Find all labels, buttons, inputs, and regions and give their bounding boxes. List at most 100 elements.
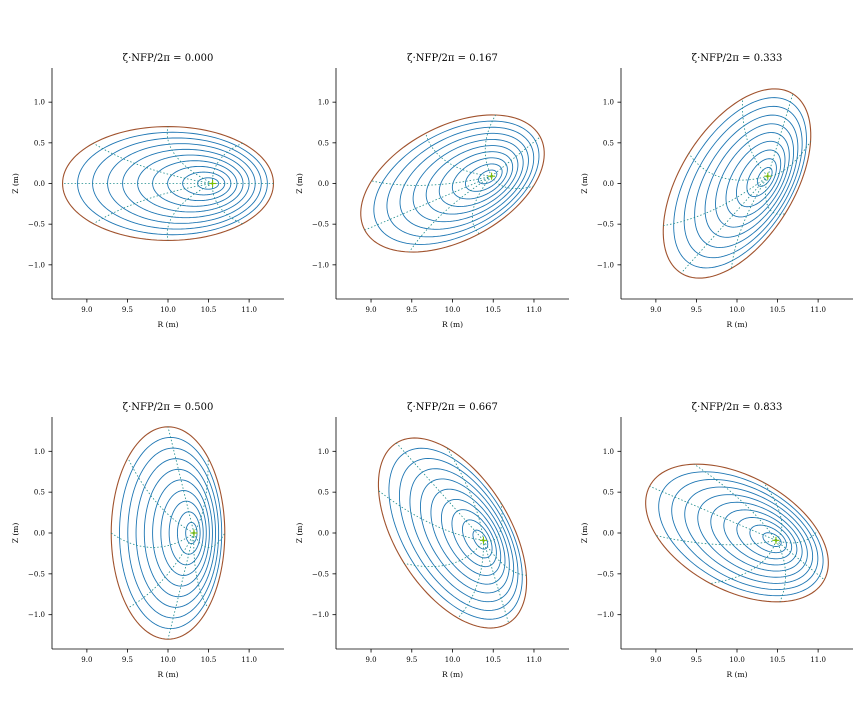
poloidal-line <box>710 540 777 584</box>
x-tick-label: 11.0 <box>241 306 257 314</box>
y-tick-label: 0.5 <box>318 489 329 497</box>
panel-title: ζ·NFP/2π = 0.667 <box>407 402 498 413</box>
poloidal-line <box>446 447 484 541</box>
flux-surface <box>386 126 535 238</box>
y-axis-label: Z (m) <box>295 173 304 194</box>
poloidal-line <box>127 532 195 609</box>
poloidal-line <box>110 532 195 548</box>
poloidal-line <box>404 540 484 568</box>
x-tick-label: 9.0 <box>365 306 376 314</box>
x-tick-label: 10.5 <box>485 306 501 314</box>
y-tick-label: 1.0 <box>318 99 329 107</box>
panel-title: ζ·NFP/2π = 0.333 <box>692 53 783 64</box>
boundary-surface <box>61 126 275 241</box>
y-tick-label: 0.5 <box>603 139 614 147</box>
flux-surface <box>762 532 782 547</box>
y-tick-label: 0.0 <box>318 180 329 188</box>
panel-4: ζ·NFP/2π = 0.667 9.0 9.5 10.0 10.5 11.0 −1.0 −… <box>295 402 569 679</box>
flux-surface <box>430 488 506 585</box>
poloidal-line <box>767 141 811 177</box>
flux-surface <box>373 120 540 245</box>
flux-surface <box>694 114 799 248</box>
panel-title: ζ·NFP/2π = 0.167 <box>407 53 498 64</box>
panel-title: ζ·NFP/2π = 0.000 <box>123 53 214 64</box>
panel-3: ζ·NFP/2π = 0.500 9.0 9.5 10.0 10.5 11.0 −1.0 −… <box>11 402 284 679</box>
poloidal-line <box>483 540 510 624</box>
y-tick-label: −1.0 <box>28 261 45 269</box>
poloidal-line <box>688 153 768 181</box>
flux-surface <box>478 169 498 185</box>
x-tick-label: 10.5 <box>201 656 217 664</box>
flux-surface <box>425 145 519 215</box>
y-axis-label: Z (m) <box>580 523 589 544</box>
poloidal-line <box>483 540 527 576</box>
flux-surface <box>137 154 244 213</box>
poloidal-line <box>457 540 484 619</box>
y-tick-label: 0.5 <box>34 139 45 147</box>
flux-surface <box>168 500 204 566</box>
panel-title: ζ·NFP/2π = 0.833 <box>692 402 783 413</box>
x-axis-label: R (m) <box>442 320 463 329</box>
y-tick-label: −0.5 <box>312 221 329 229</box>
panel-0: ζ·NFP/2π = 0.000 9.0 9.5 10.0 10.5 11.0 −1.0 −… <box>11 53 284 329</box>
x-tick-label: 9.0 <box>650 656 661 664</box>
x-axis-label: R (m) <box>727 320 748 329</box>
boundary-surface <box>662 88 812 279</box>
y-tick-label: 0.5 <box>603 489 614 497</box>
y-tick-label: −1.0 <box>312 611 329 619</box>
x-tick-label: 11.0 <box>241 656 257 664</box>
panel-title: ζ·NFP/2π = 0.500 <box>123 402 214 413</box>
flux-surface <box>127 447 220 619</box>
y-tick-label: 1.0 <box>34 99 45 107</box>
y-tick-label: 1.0 <box>603 448 614 456</box>
y-tick-label: −0.5 <box>312 570 329 578</box>
y-tick-label: 1.0 <box>34 448 45 456</box>
x-tick-label: 9.5 <box>691 656 702 664</box>
flux-surface <box>152 479 210 587</box>
flux-surface <box>135 458 216 608</box>
y-tick-label: 0.0 <box>34 530 45 538</box>
x-tick-label: 11.0 <box>526 656 542 664</box>
x-tick-label: 10.5 <box>201 306 217 314</box>
flux-surface <box>461 519 493 559</box>
panel-2: ζ·NFP/2π = 0.333 9.0 9.5 10.0 10.5 11.0 −1.0 −… <box>580 53 853 329</box>
y-tick-label: −0.5 <box>28 570 45 578</box>
poloidal-line <box>166 183 213 241</box>
x-tick-label: 10.0 <box>445 306 461 314</box>
flux-surface <box>182 171 226 196</box>
poloidal-line <box>767 93 794 177</box>
y-axis-label: Z (m) <box>11 173 20 194</box>
x-tick-label: 10.0 <box>160 306 176 314</box>
poloidal-line <box>409 175 492 253</box>
y-tick-label: 0.0 <box>603 530 614 538</box>
poloidal-line <box>212 142 243 184</box>
poloidal-line <box>775 540 786 602</box>
x-tick-label: 10.0 <box>160 656 176 664</box>
poloidal-line <box>193 532 226 548</box>
y-tick-label: 1.0 <box>603 99 614 107</box>
flux-surface <box>658 471 824 597</box>
x-tick-label: 11.0 <box>810 656 826 664</box>
flux-surface <box>399 132 529 230</box>
y-tick-label: −0.5 <box>28 221 45 229</box>
poloidal-line <box>763 482 783 541</box>
x-tick-label: 10.0 <box>445 656 461 664</box>
y-tick-label: −0.5 <box>597 570 614 578</box>
y-tick-label: −1.0 <box>28 611 45 619</box>
poloidal-line <box>193 532 209 609</box>
y-axis-label: Z (m) <box>580 173 589 194</box>
y-axis-label: Z (m) <box>295 523 304 544</box>
x-axis-label: R (m) <box>158 670 179 679</box>
y-axis-label: Z (m) <box>11 523 20 544</box>
poloidal-line <box>371 175 492 186</box>
flux-surface <box>472 529 489 550</box>
y-tick-label: −0.5 <box>597 221 614 229</box>
poloidal-line <box>741 98 769 177</box>
flux-surface <box>673 97 807 269</box>
poloidal-line <box>166 126 213 184</box>
flux-surface <box>697 494 808 578</box>
flux-surface <box>736 517 793 560</box>
poloidal-line <box>680 175 769 274</box>
poloidal-line <box>167 532 195 640</box>
